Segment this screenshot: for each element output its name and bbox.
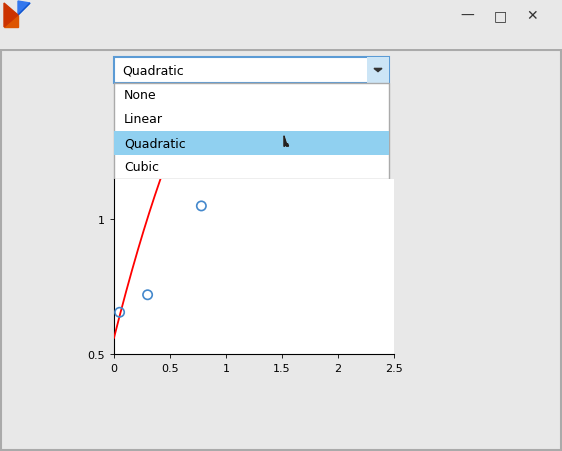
Bar [114, 84, 389, 179]
Polygon shape [4, 16, 18, 28]
Polygon shape [18, 2, 30, 16]
Text: —: — [460, 9, 474, 23]
Point [197, 203, 206, 210]
Bar [114, 58, 389, 84]
Polygon shape [374, 69, 382, 73]
Text: None: None [124, 89, 157, 102]
Point [143, 291, 152, 299]
Text: Linear: Linear [124, 113, 163, 126]
Bar [114, 132, 389, 156]
Bar [367, 58, 389, 84]
Text: Quadratic: Quadratic [124, 137, 186, 150]
Text: ✕: ✕ [526, 9, 538, 23]
Text: Quadratic: Quadratic [122, 64, 184, 77]
Text: Cubic: Cubic [124, 161, 159, 174]
Polygon shape [284, 137, 288, 147]
Polygon shape [284, 137, 288, 147]
Text: □: □ [493, 9, 506, 23]
Polygon shape [18, 4, 30, 16]
Point [115, 309, 124, 316]
Polygon shape [4, 4, 18, 28]
